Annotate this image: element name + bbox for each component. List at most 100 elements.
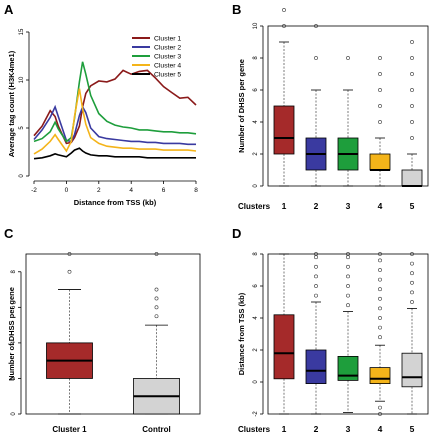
y-tick-label: 0	[19, 174, 25, 178]
series-line-3	[33, 61, 197, 143]
box-5	[401, 169, 423, 187]
x-tick-label: 6	[162, 187, 166, 194]
y-tick-label: 6	[11, 305, 17, 309]
outlier-point	[378, 258, 382, 263]
outlier-point	[314, 255, 318, 260]
series-line-1	[33, 69, 197, 145]
outlier-point	[282, 24, 286, 28]
y-axis-label: Average tag count (H3K4me1)	[7, 50, 16, 157]
y-tick-label: 2	[253, 152, 259, 156]
outlier-point	[378, 56, 382, 60]
y-tick-label: 2	[253, 348, 259, 352]
outlier-point	[346, 264, 350, 269]
category-label-4: 4	[378, 424, 383, 434]
row-label: Clusters	[238, 202, 271, 211]
category-label-5: 5	[410, 201, 415, 211]
outlier-point	[378, 325, 382, 330]
y-tick-label: 6	[253, 284, 259, 288]
outlier-point	[410, 40, 414, 44]
category-label-2: Control	[142, 425, 170, 434]
outlier-point	[410, 72, 414, 76]
outlier-point	[154, 252, 159, 256]
row-label: Clusters	[238, 425, 271, 434]
outlier-point	[410, 271, 414, 276]
category-label-1: 1	[282, 201, 287, 211]
outlier-point	[154, 314, 159, 319]
outlier-point	[410, 88, 414, 92]
outlier-point	[282, 8, 286, 12]
category-label-1: 1	[282, 424, 287, 434]
x-tick-label: 2	[97, 187, 101, 194]
category-label-2: 2	[314, 201, 319, 211]
outlier-point	[67, 269, 72, 274]
y-axis-label: Distance from TSS (kb)	[237, 292, 246, 375]
panel-a-letter: A	[4, 2, 14, 17]
category-label-4: 4	[378, 201, 383, 211]
y-tick-label: 8	[253, 56, 259, 60]
outlier-point	[378, 306, 382, 311]
outlier-point	[378, 335, 382, 340]
box-4	[369, 153, 391, 171]
outlier-point	[67, 252, 72, 256]
outlier-point	[154, 305, 159, 310]
category-label-1: Cluster 1	[52, 425, 87, 434]
outlier-point	[378, 316, 382, 320]
category-label-3: 3	[346, 424, 351, 434]
legend-label-2: Cluster 2	[154, 45, 181, 52]
outlier-point	[346, 274, 350, 279]
panel-c: C 0 2 4 6 8 Number of DHSS per gene Cluster 1 C…	[4, 226, 201, 434]
plot-frame	[25, 253, 201, 415]
box-2	[305, 349, 327, 384]
category-label-2: 2	[314, 424, 319, 434]
legend-label-4: Cluster 4	[154, 63, 181, 70]
outlier-point	[154, 296, 159, 301]
outlier-point	[410, 261, 414, 266]
outlier-point	[378, 268, 382, 272]
y-axis-label: Number of DHSS per gene	[7, 287, 16, 381]
x-tick-label: 8	[194, 187, 198, 194]
y-tick-label: 10	[19, 76, 25, 83]
legend-label-3: Cluster 3	[154, 54, 181, 61]
plot-frame	[267, 253, 429, 415]
category-label-3: 3	[346, 201, 351, 211]
outlier-point	[346, 293, 350, 298]
box-1	[273, 314, 295, 380]
outlier-point	[378, 72, 382, 76]
box-3	[337, 355, 359, 381]
y-tick-label: 8	[253, 252, 259, 256]
box-1	[273, 105, 295, 155]
category-label-5: 5	[410, 424, 415, 434]
y-tick-label: 2	[11, 376, 17, 380]
outlier-point	[378, 277, 382, 282]
outlier-point	[346, 56, 350, 60]
y-tick-label: 15	[19, 28, 25, 35]
series-line-5	[33, 147, 196, 160]
y-tick-label: 0	[253, 380, 259, 384]
series-line-2	[33, 104, 196, 146]
outlier-point	[154, 287, 159, 292]
outlier-point	[410, 56, 414, 60]
outlier-point	[346, 284, 350, 288]
outlier-point	[346, 255, 350, 260]
outlier-point	[314, 56, 318, 60]
panel-d-letter: D	[232, 226, 241, 241]
panel-b-letter: B	[232, 2, 241, 17]
outlier-point	[378, 287, 382, 292]
outlier-point	[346, 252, 350, 256]
x-tick-label: 0	[65, 187, 69, 194]
outlier-point	[314, 293, 318, 298]
outlier-point	[410, 300, 414, 304]
panel-c-letter: C	[4, 226, 14, 241]
outlier-point	[410, 290, 414, 295]
y-tick-label: 0	[11, 412, 17, 416]
outlier-point	[378, 296, 382, 301]
outlier-point	[410, 104, 414, 108]
outlier-point	[378, 252, 382, 256]
box-4	[369, 367, 391, 385]
outlier-point	[346, 303, 350, 308]
y-tick-label: 6	[253, 88, 259, 92]
outlier-point	[378, 412, 382, 416]
panel-a: A 0 5 10 15 Average tag count (H3K4me1) -2 0 2 4…	[4, 2, 198, 207]
y-tick-label: 4	[11, 341, 17, 345]
legend-label-5: Cluster 5	[154, 72, 181, 79]
